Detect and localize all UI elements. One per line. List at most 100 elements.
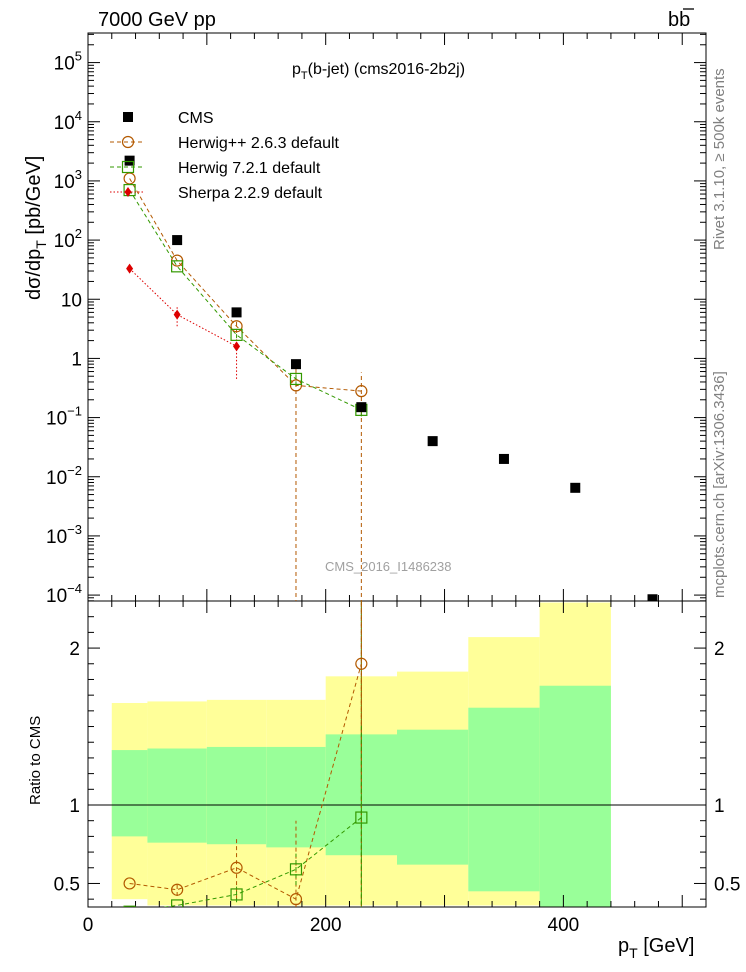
y-tick-label: 10 — [61, 290, 82, 311]
uncertainty-bands — [111, 602, 611, 907]
y-tick-label: 104 — [54, 108, 82, 134]
svg-text:bb: bb — [668, 9, 690, 31]
series-point — [289, 379, 303, 392]
series-point — [289, 372, 303, 386]
ratio-tick-label-right: 0.5 — [714, 874, 740, 895]
cms-point — [124, 155, 135, 166]
legend: CMS Herwig++ 2.6.3 default Herwig 7.2.1 de… — [110, 110, 340, 202]
cms-point — [172, 235, 183, 246]
title-rest: (b-jet) (cms2016-2b2j) — [308, 61, 465, 78]
green-band — [147, 748, 207, 843]
y-tick-exponent: 5 — [75, 49, 82, 64]
series-point — [233, 341, 241, 352]
xlabel-main: p — [618, 935, 629, 957]
ratio-point — [355, 657, 368, 670]
green-band — [539, 685, 611, 907]
y-tick-base: 10 — [46, 586, 67, 607]
x-tick-label: 0 — [83, 915, 94, 936]
ratio-point — [355, 811, 368, 824]
y-tick-label: 105 — [54, 49, 82, 75]
y-tick-base: 10 — [54, 113, 75, 134]
series-point — [230, 320, 243, 333]
process-bbar: b — [679, 9, 690, 31]
legend-marker — [124, 187, 132, 197]
x-tick-label: 400 — [548, 915, 580, 936]
mcplots-label: mcplots.cern.ch [arXiv:1306.3436] — [711, 371, 728, 598]
y-tick-base: 10 — [54, 231, 75, 252]
legend-marker — [121, 160, 135, 174]
green-band — [266, 746, 326, 848]
ratio-point — [174, 948, 181, 958]
y-tick-label: 10−2 — [46, 463, 82, 489]
plot-title: pT(b-jet) (cms2016-2b2j) — [292, 61, 465, 82]
ratio-axis-label: Ratio to CMS — [27, 716, 44, 805]
cms-point — [231, 307, 242, 318]
y-tick-exponent: −2 — [67, 463, 82, 478]
series-point — [126, 263, 134, 274]
ratio-point — [289, 893, 303, 906]
series-point — [173, 309, 181, 320]
x-axis-label: pT [GeV] — [618, 935, 694, 961]
ratio-tick-label-left: 2 — [69, 639, 80, 660]
legend-marker — [121, 135, 135, 149]
ratio-tick-label-right: 2 — [714, 639, 725, 660]
series-point — [171, 260, 184, 273]
ylabel-main: dσ/dp — [23, 249, 45, 300]
cms-point — [647, 594, 658, 601]
legend-label: Herwig++ 2.6.3 default — [178, 135, 340, 152]
ratio-point — [171, 883, 184, 896]
y-tick-label: 10−3 — [46, 522, 82, 548]
y-tick-base: 10 — [46, 527, 67, 548]
y-tick-label: 102 — [54, 226, 82, 252]
ratio-series-line — [129, 663, 362, 900]
ratio-tick-label-right: 1 — [714, 796, 725, 817]
y-tick-base: 10 — [46, 409, 67, 430]
rivet-label: Rivet 3.1.10, ≥ 500k events — [711, 68, 728, 250]
cms-point — [427, 436, 438, 447]
y-tick-exponent: 4 — [75, 108, 82, 123]
y-tick-base: 10 — [54, 172, 75, 193]
main-plot-data — [123, 155, 658, 601]
cms-point — [356, 402, 367, 413]
ratio-point — [126, 955, 133, 965]
process-label: bb — [668, 8, 694, 31]
title-sub: T — [301, 70, 308, 82]
y-tick-label: 1 — [71, 349, 82, 370]
series-line — [129, 268, 237, 347]
ratio-point — [289, 863, 303, 876]
xlabel-rest: [GeV] — [638, 935, 695, 957]
y-tick-exponent: 2 — [75, 226, 82, 241]
ratio-tick-label-left: 0.5 — [54, 874, 80, 895]
legend-marker — [123, 112, 133, 122]
cms-point — [498, 453, 509, 464]
y-tick-base: 10 — [46, 468, 67, 489]
ratio-y-tick-labels: 0.5 0.5 1 1 2 2 — [54, 639, 741, 895]
ratio-tick-label-left: 1 — [69, 796, 80, 817]
cms-point — [290, 359, 301, 370]
y-tick-exponent: −3 — [67, 522, 82, 537]
y-tick-label: 10−1 — [46, 404, 82, 430]
ratio-point — [123, 877, 136, 890]
legend-label: Herwig 7.2.1 default — [178, 160, 321, 177]
y-tick-label: 10−4 — [46, 581, 82, 607]
axis-ticks — [87, 33, 707, 907]
y-tick-exponent: 3 — [75, 167, 82, 182]
green-band — [111, 750, 148, 837]
ratio-point — [230, 861, 243, 874]
ratio-point — [171, 899, 184, 907]
analysis-watermark: CMS_2016_I1486238 — [325, 559, 452, 574]
x-tick-label: 200 — [310, 915, 342, 936]
y-tick-exponent: −4 — [67, 581, 82, 596]
ratio-point — [230, 888, 243, 901]
ratio-point — [233, 915, 240, 925]
ylabel-rest: [pb/GeV] — [23, 156, 45, 241]
series-line — [129, 178, 362, 392]
series-point — [123, 183, 136, 197]
ratio-series-line — [130, 920, 237, 960]
collision-label: 7000 GeV pp — [98, 9, 216, 31]
series-line — [129, 189, 362, 411]
process-b: b — [668, 9, 679, 31]
series-point — [355, 385, 368, 398]
